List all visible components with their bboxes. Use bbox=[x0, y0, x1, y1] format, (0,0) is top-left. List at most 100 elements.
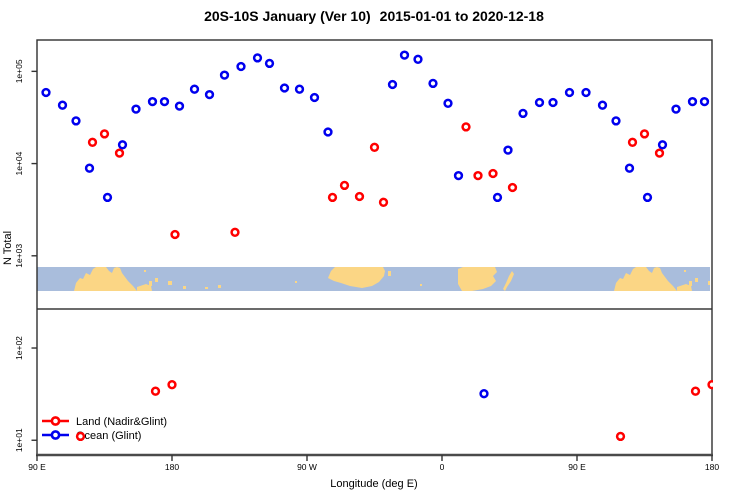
data-point bbox=[150, 386, 161, 396]
data-point bbox=[657, 140, 668, 150]
data-point bbox=[236, 61, 246, 72]
plot-border bbox=[36, 39, 713, 456]
data-point bbox=[687, 96, 698, 107]
data-point bbox=[71, 116, 81, 126]
data-point bbox=[189, 84, 200, 94]
data-point bbox=[654, 148, 665, 158]
data-point bbox=[159, 96, 170, 107]
y-axis-title: N Total bbox=[2, 231, 14, 265]
map-island bbox=[168, 281, 172, 285]
map-island bbox=[684, 270, 686, 272]
map-island bbox=[205, 287, 208, 289]
data-point bbox=[327, 192, 338, 203]
data-point bbox=[147, 96, 158, 107]
data-points bbox=[41, 50, 713, 442]
x-axis-title: Longitude (deg E) bbox=[330, 478, 417, 490]
map-island bbox=[218, 285, 221, 288]
data-point bbox=[167, 380, 177, 390]
data-point bbox=[690, 386, 701, 396]
data-point bbox=[597, 100, 608, 110]
legend-label-land: Land (Nadir&Glint) bbox=[76, 416, 167, 428]
map-island bbox=[689, 281, 692, 286]
x-tick-label: 90 E bbox=[568, 462, 586, 472]
map-land bbox=[503, 271, 514, 291]
data-point bbox=[671, 104, 681, 114]
data-point bbox=[131, 104, 141, 114]
data-point bbox=[264, 58, 275, 69]
map-land bbox=[328, 267, 385, 288]
data-point bbox=[387, 79, 398, 90]
x-tick-label: 90 W bbox=[297, 462, 317, 472]
data-point bbox=[581, 87, 591, 98]
title-region: 20S-10S January (Ver 10) bbox=[204, 8, 371, 24]
data-point bbox=[548, 97, 558, 108]
data-point bbox=[615, 431, 626, 442]
data-point bbox=[492, 192, 503, 203]
map-island bbox=[149, 281, 152, 286]
map-island bbox=[388, 271, 391, 276]
data-point bbox=[503, 145, 513, 155]
x-tick-label: 180 bbox=[705, 462, 719, 472]
data-point bbox=[252, 53, 263, 63]
data-point bbox=[453, 170, 464, 181]
legend-ocean-marker-icon bbox=[50, 430, 61, 440]
data-point bbox=[75, 431, 86, 442]
y-tick-label: 1e+01 bbox=[14, 428, 24, 452]
y-tick-label: 1e+05 bbox=[14, 59, 24, 83]
data-point bbox=[624, 163, 635, 173]
data-point bbox=[707, 380, 713, 390]
data-point bbox=[642, 192, 653, 203]
data-point bbox=[639, 129, 650, 139]
data-point bbox=[534, 97, 545, 108]
data-point bbox=[399, 50, 410, 60]
data-point bbox=[323, 127, 333, 137]
map-island bbox=[708, 281, 710, 285]
data-point bbox=[473, 170, 483, 181]
map-island bbox=[155, 278, 158, 282]
data-point bbox=[611, 116, 621, 126]
data-point bbox=[413, 54, 423, 64]
map-land bbox=[74, 267, 137, 291]
x-tick-label: 180 bbox=[165, 462, 179, 472]
legend-label-ocean: Ocean (Glint) bbox=[76, 430, 141, 442]
data-point bbox=[461, 122, 471, 132]
data-point bbox=[339, 180, 350, 191]
data-point bbox=[564, 87, 575, 98]
data-point bbox=[507, 182, 518, 193]
data-point bbox=[117, 140, 128, 150]
data-point bbox=[443, 98, 453, 108]
map-land bbox=[614, 267, 677, 291]
chart-title: 20S-10S January (Ver 10) 2015-01-01 to 20… bbox=[204, 8, 544, 24]
legend-land-marker-icon bbox=[50, 416, 61, 426]
y-tick-label: 1e+02 bbox=[14, 336, 24, 360]
data-point bbox=[84, 163, 95, 173]
data-point bbox=[170, 229, 180, 240]
data-point bbox=[369, 142, 380, 152]
x-tick-label: 90 E bbox=[28, 462, 46, 472]
data-point bbox=[41, 87, 51, 98]
data-point bbox=[378, 197, 389, 207]
data-point bbox=[518, 108, 528, 119]
data-point bbox=[627, 137, 638, 147]
data-point bbox=[479, 389, 489, 399]
map-island bbox=[695, 278, 698, 282]
data-point bbox=[219, 70, 230, 80]
map-island bbox=[420, 284, 422, 286]
map-island bbox=[144, 270, 146, 272]
data-point bbox=[174, 101, 185, 111]
x-tick-label: 0 bbox=[440, 462, 445, 472]
data-point bbox=[57, 100, 68, 110]
map-land bbox=[458, 267, 497, 291]
data-point bbox=[87, 137, 98, 147]
title-dates: 2015-01-01 to 2020-12-18 bbox=[380, 8, 544, 24]
data-point bbox=[102, 192, 113, 203]
data-point bbox=[99, 129, 110, 139]
data-point bbox=[354, 191, 365, 202]
y-tick-label: 1e+04 bbox=[14, 151, 24, 175]
data-point bbox=[309, 92, 320, 103]
y-tick-label: 1e+03 bbox=[14, 244, 24, 268]
data-point bbox=[699, 96, 710, 107]
map-land bbox=[677, 284, 692, 291]
